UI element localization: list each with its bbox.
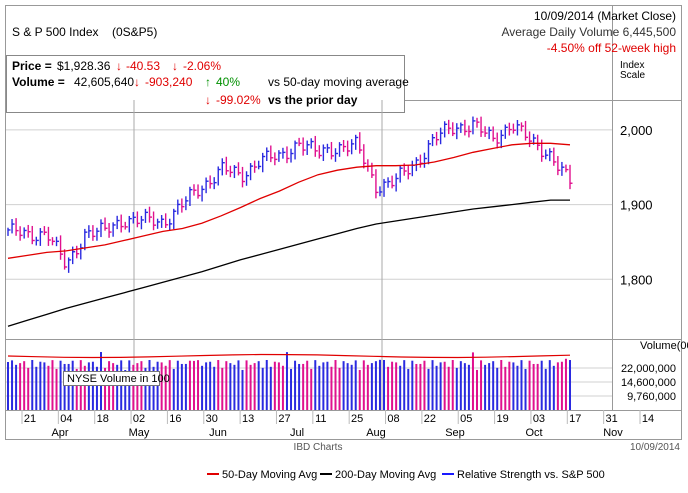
month-label: Sep bbox=[445, 427, 465, 439]
chart-frame bbox=[5, 5, 682, 440]
date-tick-label: 02 bbox=[133, 413, 145, 425]
date-tick-label: 18 bbox=[97, 413, 109, 425]
volume-tick-label: 14,600,000 bbox=[621, 377, 676, 389]
avg-volume-line: Average Daily Volume 6,445,500 bbox=[501, 25, 676, 39]
volume-axis-label: Volume(00) bbox=[640, 340, 688, 352]
legend-label: Relative Strength vs. S&P 500 bbox=[457, 469, 605, 481]
moving-averages bbox=[7, 142, 571, 327]
volume-box-label: NYSE Volume in 100 bbox=[67, 373, 170, 385]
date-tick-label: 21 bbox=[24, 413, 36, 425]
price-tick-label: 2,000 bbox=[620, 123, 653, 138]
price-change-pct: -2.06% bbox=[183, 59, 221, 73]
date-tick-label: 19 bbox=[496, 413, 508, 425]
date-tick-label: 27 bbox=[278, 413, 290, 425]
chart-symbol: (0S&P5) bbox=[112, 25, 157, 39]
ma200-line bbox=[7, 199, 570, 327]
up-arrow-icon: ↑ bbox=[205, 75, 211, 89]
month-label: Jul bbox=[290, 427, 304, 439]
volume-tick-label: 22,000,000 bbox=[621, 363, 676, 375]
volume-ma-line bbox=[7, 353, 571, 359]
month-label: Jun bbox=[209, 427, 227, 439]
legend-label: 50-Day Moving Avg bbox=[222, 469, 317, 481]
price-value: $1,928.36 bbox=[57, 59, 111, 73]
off-high-line: -4.50% off 52-week high bbox=[547, 41, 676, 55]
down-arrow-icon: ↓ bbox=[116, 59, 122, 73]
vs-prior-pct: -99.02% bbox=[216, 93, 261, 107]
month-label: Nov bbox=[603, 427, 623, 439]
volume-value: 42,605,640 bbox=[74, 75, 134, 89]
legend: 50-Day Moving Avg 200-Day Moving Avg Relat… bbox=[207, 469, 605, 481]
down-arrow-icon: ↓ bbox=[172, 59, 178, 73]
date-tick-label: 14 bbox=[642, 413, 654, 425]
date-tick-label: 08 bbox=[387, 413, 399, 425]
price-tick-label: 1,800 bbox=[620, 272, 653, 287]
volume-box bbox=[63, 371, 160, 386]
volume-tick-label: 9,760,000 bbox=[627, 391, 676, 403]
date-tick-label: 11 bbox=[315, 413, 326, 425]
date-tick-label: 22 bbox=[424, 413, 436, 425]
date-tick-label: 31 bbox=[606, 413, 618, 425]
chart-title: S & P 500 Index bbox=[12, 25, 99, 39]
date-tick-label: 04 bbox=[60, 413, 72, 425]
legend-label: 200-Day Moving Avg bbox=[335, 469, 436, 481]
date-tick-label: 25 bbox=[351, 413, 363, 425]
volume-label: Volume = bbox=[12, 75, 65, 89]
date-tick-label: 17 bbox=[569, 413, 581, 425]
down-arrow-icon: ↓ bbox=[205, 93, 211, 107]
scale-label-line2: Scale bbox=[620, 70, 645, 81]
price-label: Price = bbox=[12, 59, 52, 73]
date-axis: 21 04 18 02 16 30 13 27 11 25 08 22 05 19 03 17 31 14 Apr M… bbox=[21, 410, 654, 439]
price-tick-label: 1,900 bbox=[620, 198, 653, 213]
month-label: Aug bbox=[366, 427, 386, 439]
month-label: May bbox=[129, 427, 150, 439]
date-line: 10/09/2014 (Market Close) bbox=[534, 9, 676, 23]
info-box bbox=[6, 55, 405, 113]
volume-change: -903,240 bbox=[145, 75, 193, 89]
scale-label-line1: Index bbox=[620, 60, 644, 71]
price-change: -40.53 bbox=[126, 59, 160, 73]
date-tick-label: 03 bbox=[533, 413, 545, 425]
price-bars bbox=[7, 116, 573, 273]
down-arrow-icon: ↓ bbox=[134, 75, 140, 89]
date-tick-label: 05 bbox=[460, 413, 472, 425]
date-tick-label: 13 bbox=[242, 413, 254, 425]
volume-bars bbox=[7, 352, 571, 410]
month-label: Oct bbox=[525, 427, 542, 439]
date-tick-label: 16 bbox=[169, 413, 181, 425]
footer-date: 10/09/2014 bbox=[630, 442, 680, 453]
volume-axis: 22,000,000 14,600,000 9,760,000 bbox=[621, 363, 676, 403]
month-label: Apr bbox=[51, 427, 68, 439]
vs-50-text: vs 50-day moving average bbox=[268, 75, 409, 89]
date-tick-label: 30 bbox=[206, 413, 218, 425]
vs-50-pct: 40% bbox=[216, 75, 240, 89]
vs-prior-text: vs the prior day bbox=[268, 93, 358, 107]
source-label: IBD Charts bbox=[294, 442, 343, 453]
ma50-line bbox=[7, 142, 571, 259]
price-axis: 1,800 1,900 2,000 bbox=[620, 123, 653, 287]
